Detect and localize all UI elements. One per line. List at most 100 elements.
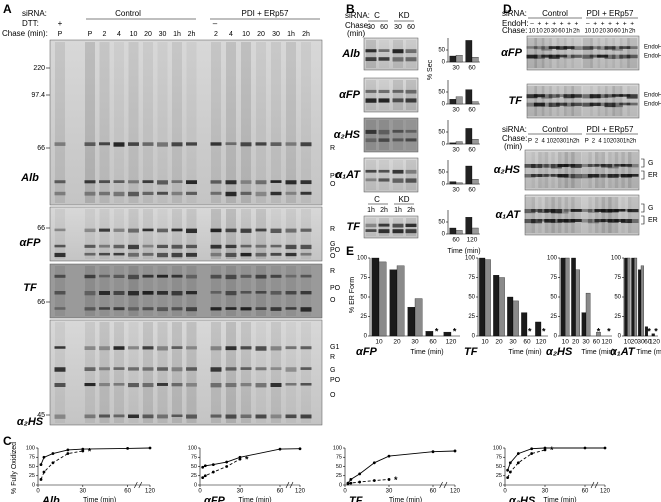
gel-band	[392, 169, 404, 174]
gel-band	[225, 414, 237, 419]
bar	[471, 101, 479, 105]
gel	[526, 35, 640, 71]
gel-band	[255, 244, 267, 248]
gel-smear	[301, 42, 311, 203]
chart-name: TF	[464, 346, 478, 358]
x-tick-label: 120	[649, 339, 660, 346]
x-tick-label: 20	[393, 339, 401, 346]
x-tick-label: 30	[452, 107, 460, 114]
gel-band	[225, 244, 237, 249]
band-label: O	[330, 181, 336, 188]
gel-band	[225, 228, 237, 233]
gel-smear	[157, 42, 168, 203]
gel-band	[128, 191, 139, 197]
gel-band	[54, 142, 66, 146]
lane-label: 60	[614, 29, 621, 35]
gel-band	[171, 191, 183, 196]
gel-band	[99, 244, 110, 248]
gel-band	[392, 89, 404, 93]
gel-band	[365, 223, 377, 228]
x-tick-label: 0	[198, 489, 202, 495]
lane-label: 4	[117, 31, 121, 38]
gel-band	[611, 54, 623, 59]
lane-label: P	[88, 31, 93, 38]
gel-smear	[172, 209, 182, 259]
chart-name: TF	[349, 495, 363, 502]
x-tick-label: 10	[481, 339, 489, 346]
axis-title: % Sec	[427, 59, 434, 80]
x-tick-label: 30	[542, 489, 549, 495]
bar	[471, 139, 479, 145]
gel-band	[300, 367, 312, 370]
y-tick-label: 50	[438, 130, 445, 136]
bar	[414, 298, 423, 337]
x-tick-label: 120	[450, 489, 461, 495]
gel-band	[84, 291, 96, 296]
gel-band	[99, 180, 110, 184]
gel-band	[255, 307, 267, 311]
gel-band	[365, 129, 377, 134]
y-tick-label: 75	[496, 455, 502, 461]
gel-band	[285, 414, 297, 419]
lane-label: 20	[543, 29, 550, 35]
bar	[443, 331, 452, 337]
gel-smear	[99, 209, 110, 259]
gel-band	[524, 219, 536, 224]
gel-band	[240, 244, 252, 248]
gel-smear	[581, 197, 592, 233]
x-tick-label: 60	[644, 339, 652, 346]
gel-band	[392, 229, 404, 234]
x-tick-label: 60	[277, 489, 284, 495]
lane-label: 30	[607, 29, 614, 35]
gel-band	[171, 274, 183, 278]
gel-smear	[608, 152, 619, 188]
gel-smear	[601, 152, 612, 188]
lane-label: 1h	[367, 207, 375, 214]
gel-band	[142, 228, 154, 232]
gel-band	[563, 102, 575, 107]
gel-smear	[628, 152, 638, 188]
gel-band	[285, 383, 297, 386]
y-tick-label: 25	[468, 314, 475, 320]
gel-band	[113, 346, 125, 350]
gel-band	[537, 174, 549, 177]
gel-name: α₁AT	[335, 169, 361, 181]
gel-name: TF	[347, 221, 361, 233]
annotation: *	[88, 446, 92, 456]
annotation: *	[654, 326, 658, 336]
gel-band	[557, 164, 569, 168]
bar	[449, 227, 457, 235]
gel-band	[171, 346, 183, 349]
gel-band	[113, 180, 125, 183]
series-line	[202, 448, 301, 468]
gel-band	[54, 367, 66, 372]
bar	[484, 259, 491, 337]
series-line	[40, 447, 151, 465]
band-label: R	[330, 268, 335, 275]
lane-label: 1h	[287, 31, 295, 38]
gel-band	[607, 174, 619, 178]
gel-band	[285, 191, 297, 195]
y-tick-label: 50	[438, 170, 445, 176]
x-tick-label: 20	[495, 339, 503, 346]
lane-label: 10	[546, 139, 553, 145]
gel-smear	[595, 197, 605, 233]
band-label: R	[330, 354, 335, 361]
gel-band	[142, 274, 154, 278]
y-tick-label: 100	[357, 256, 368, 262]
panel-label: E	[346, 244, 354, 258]
gel-band	[557, 174, 569, 178]
gel-band	[614, 219, 626, 222]
gel-band	[570, 219, 582, 222]
gel-band	[531, 219, 543, 224]
gel-band	[54, 383, 66, 388]
gel-band	[392, 98, 404, 103]
header-label: Chase:	[502, 26, 527, 35]
gel-band	[614, 164, 626, 167]
gel-band	[405, 49, 417, 54]
gel-band	[550, 164, 562, 169]
gel-smear	[531, 152, 542, 188]
gel-smear	[614, 152, 625, 188]
gel-band	[378, 98, 390, 103]
gel-band	[627, 209, 639, 213]
